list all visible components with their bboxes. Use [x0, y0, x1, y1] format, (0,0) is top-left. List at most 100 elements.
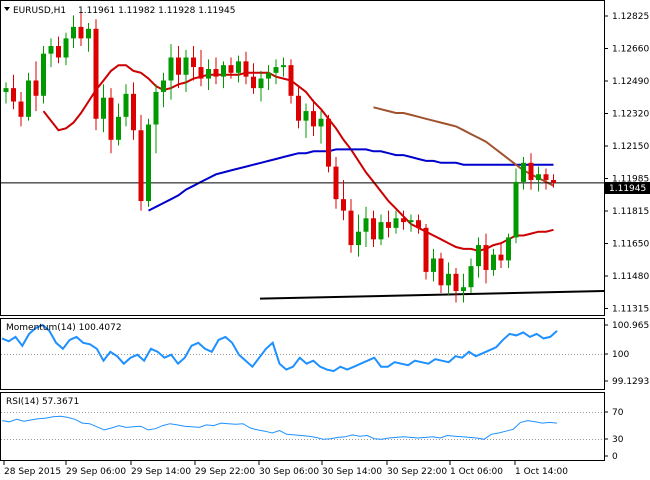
- candle-body: [498, 254, 504, 261]
- candle-body: [288, 65, 294, 96]
- candle-body: [423, 227, 429, 272]
- candle-body: [191, 57, 196, 68]
- candle-body: [131, 93, 136, 131]
- candle-body: [476, 245, 481, 267]
- candle-body: [408, 220, 414, 223]
- current-price-label: 1.11945: [609, 184, 646, 194]
- time-axis-label: 29 Sep 06:00: [66, 467, 126, 477]
- candle-body: [491, 254, 496, 270]
- price-axis-label: 1.12150: [612, 142, 649, 152]
- rsi-title: RSI(14) 57.3671: [6, 397, 79, 407]
- price-axis-label: 1.12660: [612, 45, 649, 55]
- candle-body: [453, 273, 459, 292]
- candle-body: [378, 222, 384, 240]
- candle-body: [146, 124, 151, 202]
- candle-body: [71, 26, 76, 39]
- candle-body: [341, 199, 346, 211]
- candle-body: [183, 57, 189, 75]
- ohlc-values: 1.11961 1.11982 1.11928 1.11945: [78, 6, 235, 16]
- time-axis-label: 29 Sep 22:00: [195, 467, 255, 477]
- candle-body: [281, 65, 286, 68]
- candle-body: [93, 28, 99, 119]
- candle-body: [543, 174, 549, 181]
- candle-body: [416, 220, 421, 228]
- candle-body: [438, 258, 444, 286]
- axis-layer: 1.12825 1.12660 1.12490 1.12320 1.12150 1.119…: [3, 12, 650, 477]
- candle-body: [78, 26, 84, 39]
- candle-body: [221, 65, 226, 77]
- time-axis-label: 28 Sep 2015: [4, 467, 61, 477]
- candle-body: [483, 245, 489, 270]
- candle-body: [431, 258, 436, 272]
- candle-body: [468, 266, 474, 288]
- price-axis-label: 1.11650: [612, 240, 649, 250]
- candle-body: [198, 67, 204, 79]
- support-trendline: [259, 290, 605, 300]
- candle-body: [461, 287, 466, 292]
- candle-body: [528, 162, 534, 181]
- time-axis-label: 30 Sep 22:00: [387, 467, 447, 477]
- candle-body: [536, 174, 541, 181]
- price-layer: [1, 11, 605, 303]
- candle-body: [506, 237, 511, 261]
- current-price-tag: 1.11945: [605, 182, 650, 194]
- candle-body: [123, 93, 129, 117]
- candle-body: [356, 231, 361, 246]
- rsi-layer: [1, 415, 558, 440]
- candle-body: [273, 67, 279, 73]
- candle-body: [371, 218, 376, 240]
- candle-body: [318, 118, 324, 127]
- candle-body: [108, 97, 114, 140]
- candle-body: [521, 162, 526, 182]
- candle-body: [41, 53, 46, 96]
- candle-body: [333, 166, 339, 200]
- candle-body: [236, 61, 241, 73]
- candle-body: [161, 80, 166, 92]
- candle-body: [363, 218, 369, 232]
- candle-body: [303, 111, 309, 121]
- candle-body: [18, 101, 24, 117]
- price-axis-label: 1.12490: [612, 77, 649, 87]
- momentum-axis-label: 99.1293: [612, 377, 649, 387]
- rsi-axis-label: 70: [612, 408, 624, 418]
- momentum-axis-label: 100.9655: [612, 321, 650, 331]
- candle-body: [251, 76, 256, 89]
- price-axis-label: 1.12320: [612, 110, 649, 120]
- rsi-axis-label: 0: [612, 452, 618, 462]
- rsi-panel-frame: [0, 392, 605, 461]
- candle-body: [386, 222, 391, 228]
- candle-body: [258, 78, 264, 89]
- candle-body: [311, 111, 316, 127]
- momentum-axis-label: 100: [612, 350, 629, 360]
- candle-body: [63, 38, 69, 58]
- candle-body: [33, 80, 39, 96]
- price-title: EURUSD,H1: [13, 6, 66, 16]
- candle-body: [551, 180, 556, 183]
- candle-body: [168, 57, 174, 81]
- candle-body: [326, 118, 331, 167]
- time-axis-label: 29 Sep 14:00: [131, 467, 191, 477]
- momentum-line: [1, 323, 558, 373]
- candle-body: [48, 46, 54, 54]
- candle-body: [266, 72, 271, 79]
- price-panel-frame: [0, 0, 605, 316]
- candle-body: [296, 95, 301, 121]
- candle-body: [153, 91, 159, 125]
- price-title-group: EURUSD,H1 1.11961 1.11982 1.11928 1.1194…: [4, 6, 235, 16]
- candle-body: [228, 65, 234, 73]
- price-axis-label: 1.12825: [612, 12, 649, 22]
- time-axis-label: 30 Sep 06:00: [259, 467, 319, 477]
- dropdown-arrow-icon[interactable]: [4, 7, 10, 11]
- candle-body: [348, 210, 354, 246]
- candle-body: [11, 88, 16, 102]
- candle-body: [206, 68, 211, 79]
- price-axis-label: 1.11480: [612, 272, 649, 282]
- candle-body: [513, 181, 519, 238]
- candle-body: [446, 273, 451, 286]
- candle-body: [86, 28, 91, 39]
- candle-body: [3, 88, 9, 92]
- rsi-axis-label: 30: [612, 435, 624, 445]
- momentum-layer: [1, 323, 558, 373]
- candle-body: [393, 218, 399, 228]
